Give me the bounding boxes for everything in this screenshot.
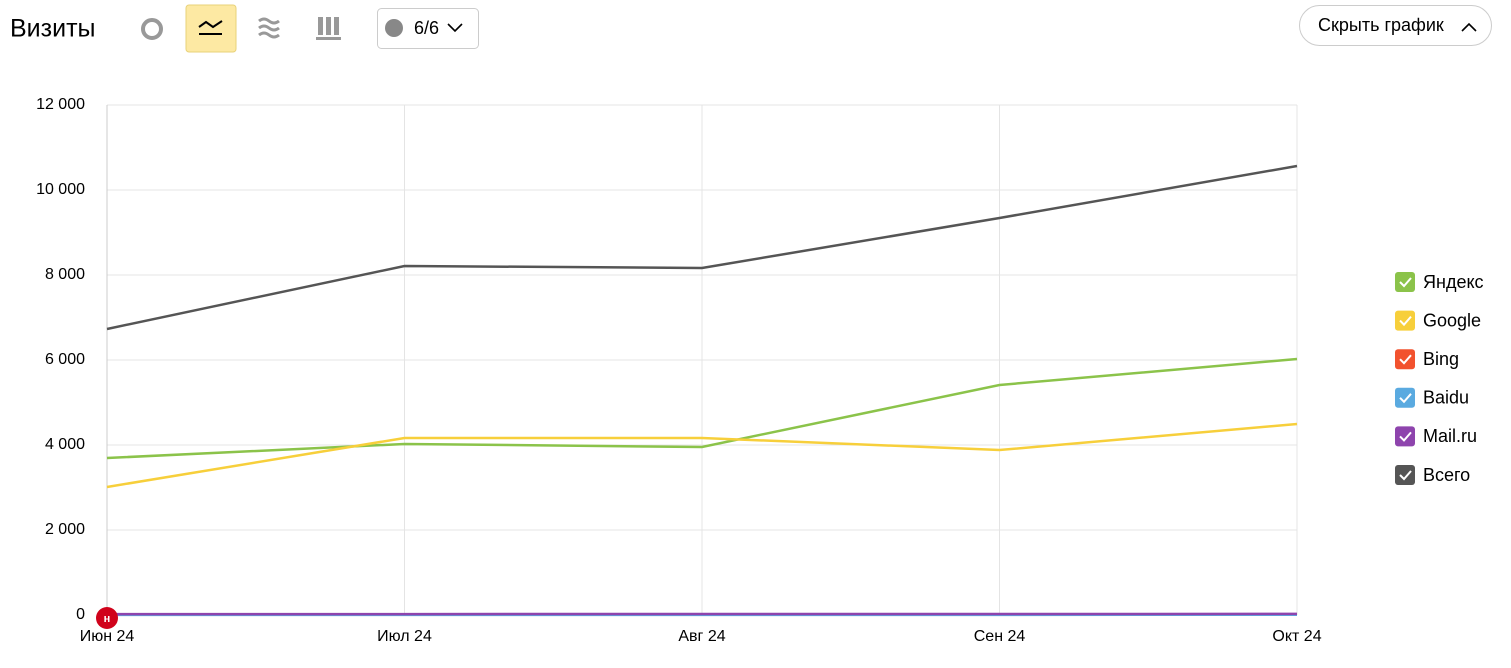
annotation-label[interactable]: н [104, 613, 111, 625]
x-tick-label: Сен 24 [974, 628, 1026, 645]
legend-checkbox[interactable] [1395, 311, 1415, 331]
legend-label[interactable]: Baidu [1423, 388, 1469, 408]
icon [259, 19, 279, 37]
y-tick-label: 10 000 [36, 181, 85, 198]
x-tick-label: Июн 24 [80, 628, 135, 645]
x-tick-label: Окт 24 [1272, 628, 1321, 645]
legend-label[interactable]: Всего [1423, 465, 1470, 485]
button-bg [186, 5, 236, 52]
pie-view-button[interactable] [143, 20, 161, 38]
icon [143, 20, 161, 38]
y-tick-label: 2 000 [45, 521, 85, 538]
line-view-button[interactable] [186, 5, 236, 52]
x-tick-label: Июл 24 [377, 628, 432, 645]
icon [326, 17, 331, 35]
legend-checkbox[interactable] [1395, 272, 1415, 292]
y-tick-label: 6 000 [45, 351, 85, 368]
legend-label[interactable]: Яндекс [1423, 272, 1484, 292]
comments-count: 6/6 [414, 18, 439, 38]
comments-button[interactable]: 6/6 [378, 9, 479, 49]
toggle-label: Скрыть график [1318, 15, 1444, 35]
area-view-button[interactable] [259, 19, 279, 37]
y-tick-label: 12 000 [36, 96, 85, 113]
icon [318, 17, 323, 35]
icon [316, 37, 341, 40]
y-tick-label: 0 [76, 606, 85, 623]
icon [334, 17, 339, 35]
icon [385, 19, 403, 37]
toggle-chart-button[interactable]: Скрыть график [1300, 6, 1492, 46]
legend-checkbox[interactable] [1395, 426, 1415, 446]
legend-checkbox[interactable] [1395, 465, 1415, 485]
legend-label[interactable]: Google [1423, 310, 1481, 330]
chart-title: Визиты [10, 15, 96, 43]
y-tick-label: 8 000 [45, 266, 85, 283]
legend-label[interactable]: Bing [1423, 349, 1459, 369]
x-tick-label: Авг 24 [678, 628, 725, 645]
legend-label[interactable]: Mail.ru [1423, 426, 1477, 446]
legend-checkbox[interactable] [1395, 349, 1415, 369]
legend-checkbox[interactable] [1395, 388, 1415, 408]
y-tick-label: 4 000 [45, 436, 85, 453]
bar-view-button[interactable] [316, 17, 341, 40]
